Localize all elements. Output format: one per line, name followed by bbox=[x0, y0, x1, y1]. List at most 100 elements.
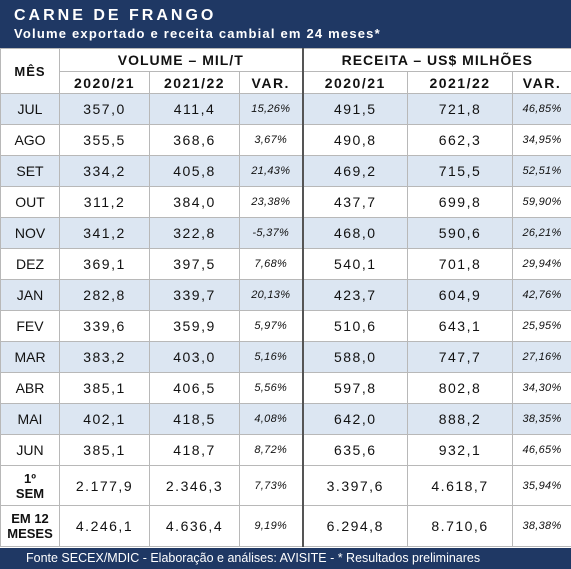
cell-volume-y2: 418,7 bbox=[149, 434, 240, 466]
cell-month: JUL bbox=[0, 93, 60, 125]
cell-volume-y2: 384,0 bbox=[149, 186, 240, 218]
table-row: MAR 383,2 403,0 5,16% 588,0 747,7 27,16% bbox=[0, 341, 571, 373]
cell-receita-y1: 437,7 bbox=[301, 186, 408, 218]
table-title: CARNE DE FRANGO bbox=[14, 7, 217, 24]
cell-receita-y1: 588,0 bbox=[301, 341, 408, 373]
data-table: MÊS VOLUME – MIL/T RECEITA – US$ MILHÕES… bbox=[0, 48, 571, 547]
cell-volume-y2: 339,7 bbox=[149, 279, 240, 311]
cell-month: ABR bbox=[0, 372, 60, 404]
semester-label: 1º SEM bbox=[0, 465, 60, 506]
col-header-receita-y1: 2020/21 bbox=[301, 71, 408, 94]
cell-volume-y1: 402,1 bbox=[59, 403, 150, 435]
cell-volume-var: 21,43% bbox=[239, 155, 303, 187]
cell-volume-y1: 311,2 bbox=[59, 186, 150, 218]
twelve-receita-y1: 6.294,8 bbox=[301, 505, 408, 547]
cell-volume-y1: 383,2 bbox=[59, 341, 150, 373]
twelve-label-top: EM 12 bbox=[11, 511, 49, 526]
cell-volume-var: -5,37% bbox=[239, 217, 303, 249]
cell-volume-var: 4,08% bbox=[239, 403, 303, 435]
twelve-volume-y1: 4.246,1 bbox=[59, 505, 150, 547]
col-header-receita-var: VAR. bbox=[511, 71, 571, 94]
cell-receita-y1: 635,6 bbox=[301, 434, 408, 466]
cell-volume-y1: 385,1 bbox=[59, 434, 150, 466]
cell-receita-var: 29,94% bbox=[511, 248, 571, 280]
cell-volume-y2: 368,6 bbox=[149, 124, 240, 156]
cell-receita-y1: 469,2 bbox=[301, 155, 408, 187]
cell-receita-var: 46,65% bbox=[511, 434, 571, 466]
col-header-month: MÊS bbox=[0, 48, 60, 94]
cell-receita-var: 52,51% bbox=[511, 155, 571, 187]
summary-row-semester: 1º SEM 2.177,9 2.346,3 7,73% 3.397,6 4.6… bbox=[0, 465, 571, 506]
twelve-label-bottom: MESES bbox=[7, 526, 53, 541]
cell-volume-y1: 369,1 bbox=[59, 248, 150, 280]
col-group-volume: VOLUME – MIL/T bbox=[59, 48, 303, 72]
table-subtitle: Volume exportado e receita cambial em 24… bbox=[14, 26, 381, 41]
cell-volume-var: 15,26% bbox=[239, 93, 303, 125]
cell-receita-y2: 802,8 bbox=[407, 372, 513, 404]
cell-volume-var: 23,38% bbox=[239, 186, 303, 218]
semester-receita-y1: 3.397,6 bbox=[301, 465, 408, 506]
cell-receita-y1: 510,6 bbox=[301, 310, 408, 342]
col-header-volume-var: VAR. bbox=[239, 71, 303, 94]
twelve-receita-var: 38,38% bbox=[511, 505, 571, 547]
twelve-volume-y2: 4.636,4 bbox=[149, 505, 240, 547]
cell-volume-var: 20,13% bbox=[239, 279, 303, 311]
cell-receita-y2: 699,8 bbox=[407, 186, 513, 218]
table-row: DEZ 369,1 397,5 7,68% 540,1 701,8 29,94% bbox=[0, 248, 571, 280]
col-header-volume-y1: 2020/21 bbox=[59, 71, 150, 94]
cell-volume-y2: 403,0 bbox=[149, 341, 240, 373]
cell-receita-var: 27,16% bbox=[511, 341, 571, 373]
cell-receita-y2: 643,1 bbox=[407, 310, 513, 342]
semester-label-top: 1º bbox=[24, 470, 36, 486]
table-row: OUT 311,2 384,0 23,38% 437,7 699,8 59,90% bbox=[0, 186, 571, 218]
cell-receita-var: 46,85% bbox=[511, 93, 571, 125]
cell-month: AGO bbox=[0, 124, 60, 156]
cell-month: SET bbox=[0, 155, 60, 187]
cell-receita-y1: 491,5 bbox=[301, 93, 408, 125]
semester-receita-y2: 4.618,7 bbox=[407, 465, 513, 506]
semester-label-bottom: SEM bbox=[15, 485, 45, 501]
cell-receita-y1: 642,0 bbox=[301, 403, 408, 435]
cell-receita-var: 38,35% bbox=[511, 403, 571, 435]
cell-volume-y1: 357,0 bbox=[59, 93, 150, 125]
cell-receita-y2: 604,9 bbox=[407, 279, 513, 311]
table-row: JAN 282,8 339,7 20,13% 423,7 604,9 42,76% bbox=[0, 279, 571, 311]
cell-month: NOV bbox=[0, 217, 60, 249]
cell-volume-y1: 339,6 bbox=[59, 310, 150, 342]
col-header-volume-y2: 2021/22 bbox=[149, 71, 240, 94]
cell-volume-y1: 282,8 bbox=[59, 279, 150, 311]
cell-receita-y1: 423,7 bbox=[301, 279, 408, 311]
cell-volume-var: 5,97% bbox=[239, 310, 303, 342]
cell-receita-var: 25,95% bbox=[511, 310, 571, 342]
cell-month: FEV bbox=[0, 310, 60, 342]
cell-receita-y2: 715,5 bbox=[407, 155, 513, 187]
cell-receita-y2: 662,3 bbox=[407, 124, 513, 156]
semester-volume-y1: 2.177,9 bbox=[59, 465, 150, 506]
cell-month: DEZ bbox=[0, 248, 60, 280]
cell-receita-y1: 490,8 bbox=[301, 124, 408, 156]
cell-receita-y2: 721,8 bbox=[407, 93, 513, 125]
cell-volume-var: 8,72% bbox=[239, 434, 303, 466]
cell-receita-var: 34,30% bbox=[511, 372, 571, 404]
cell-volume-var: 5,56% bbox=[239, 372, 303, 404]
cell-month: OUT bbox=[0, 186, 60, 218]
cell-receita-var: 26,21% bbox=[511, 217, 571, 249]
table-row: NOV 341,2 322,8 -5,37% 468,0 590,6 26,21% bbox=[0, 217, 571, 249]
cell-volume-y2: 418,5 bbox=[149, 403, 240, 435]
summary-row-12-months: EM 12 MESES 4.246,1 4.636,4 9,19% 6.294,… bbox=[0, 505, 571, 547]
cell-volume-y2: 406,5 bbox=[149, 372, 240, 404]
cell-month: MAR bbox=[0, 341, 60, 373]
table-row: JUN 385,1 418,7 8,72% 635,6 932,1 46,65% bbox=[0, 434, 571, 466]
cell-volume-y1: 385,1 bbox=[59, 372, 150, 404]
cell-receita-y2: 932,1 bbox=[407, 434, 513, 466]
cell-receita-y2: 888,2 bbox=[407, 403, 513, 435]
table-row: JUL 357,0 411,4 15,26% 491,5 721,8 46,85% bbox=[0, 93, 571, 125]
semester-volume-y2: 2.346,3 bbox=[149, 465, 240, 506]
cell-receita-var: 59,90% bbox=[511, 186, 571, 218]
cell-receita-y1: 540,1 bbox=[301, 248, 408, 280]
twelve-receita-y2: 8.710,6 bbox=[407, 505, 513, 547]
cell-receita-y2: 590,6 bbox=[407, 217, 513, 249]
cell-volume-y1: 341,2 bbox=[59, 217, 150, 249]
cell-receita-y2: 747,7 bbox=[407, 341, 513, 373]
